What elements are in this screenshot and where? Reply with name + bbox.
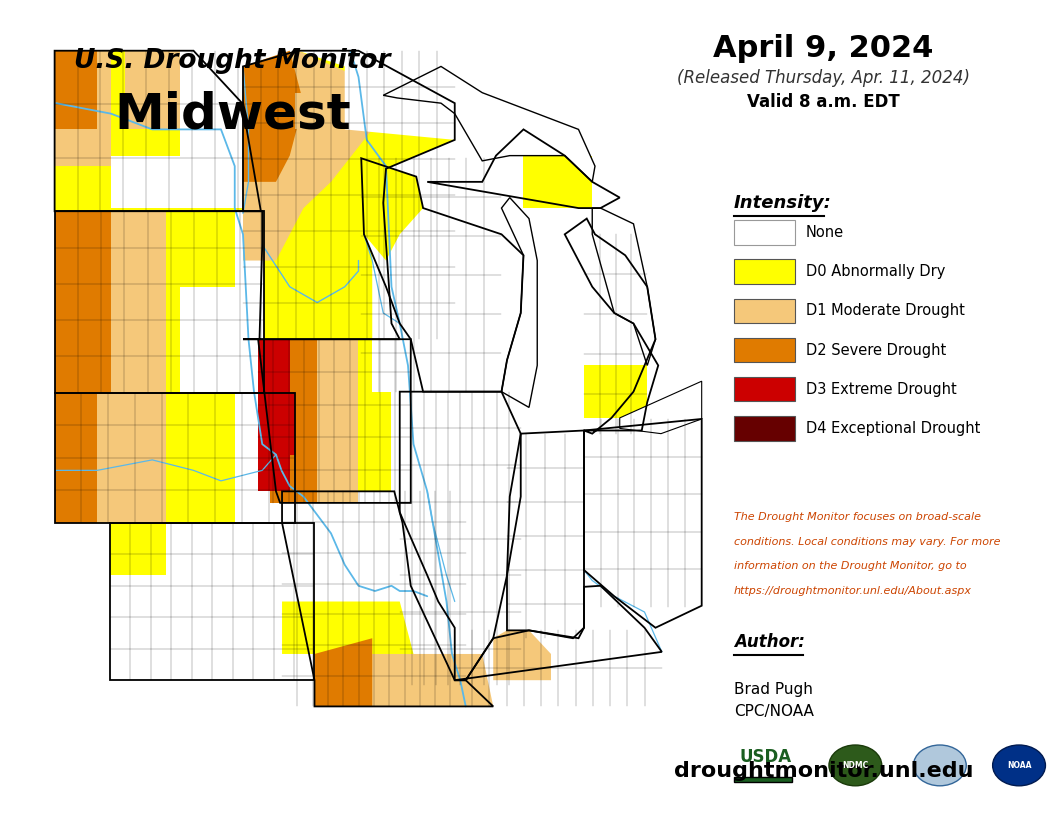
Polygon shape <box>361 158 524 392</box>
Polygon shape <box>507 431 584 638</box>
Polygon shape <box>565 219 658 433</box>
FancyBboxPatch shape <box>734 259 795 284</box>
Polygon shape <box>258 339 411 503</box>
Text: NDMC: NDMC <box>843 761 868 770</box>
FancyBboxPatch shape <box>734 416 795 441</box>
Polygon shape <box>455 586 662 681</box>
Text: Author:: Author: <box>734 633 805 651</box>
Polygon shape <box>584 419 701 628</box>
Polygon shape <box>303 339 358 503</box>
Polygon shape <box>315 638 372 707</box>
Polygon shape <box>234 211 264 313</box>
Text: Valid 8 a.m. EDT: Valid 8 a.m. EDT <box>748 93 900 111</box>
Polygon shape <box>584 419 701 628</box>
Polygon shape <box>507 431 584 638</box>
Polygon shape <box>55 392 296 523</box>
Text: NOAA: NOAA <box>1006 761 1032 770</box>
Polygon shape <box>180 286 264 392</box>
Text: The Drought Monitor focuses on broad-scale: The Drought Monitor focuses on broad-sca… <box>734 512 981 522</box>
Polygon shape <box>111 156 261 208</box>
Polygon shape <box>344 339 411 503</box>
Polygon shape <box>620 381 701 433</box>
FancyBboxPatch shape <box>734 338 795 362</box>
Text: (Released Thursday, Apr. 11, 2024): (Released Thursday, Apr. 11, 2024) <box>677 69 970 86</box>
Polygon shape <box>110 523 166 575</box>
Polygon shape <box>270 339 317 503</box>
Text: droughtmonitor.unl.edu: droughtmonitor.unl.edu <box>674 761 974 781</box>
Polygon shape <box>282 654 493 707</box>
Polygon shape <box>55 211 264 392</box>
Polygon shape <box>584 366 647 418</box>
Polygon shape <box>428 130 620 208</box>
Polygon shape <box>55 392 296 523</box>
Polygon shape <box>392 339 411 503</box>
Polygon shape <box>55 51 97 130</box>
Polygon shape <box>55 182 261 211</box>
Circle shape <box>993 745 1045 786</box>
Text: April 9, 2024: April 9, 2024 <box>714 34 934 64</box>
Polygon shape <box>276 392 296 455</box>
Polygon shape <box>344 51 455 140</box>
Polygon shape <box>243 51 455 339</box>
Polygon shape <box>428 130 620 208</box>
Polygon shape <box>110 523 315 681</box>
Text: information on the Drought Monitor, go to: information on the Drought Monitor, go t… <box>734 561 966 571</box>
FancyBboxPatch shape <box>734 299 795 323</box>
Text: USDA: USDA <box>739 748 791 766</box>
Polygon shape <box>455 630 551 681</box>
FancyBboxPatch shape <box>734 377 795 401</box>
Polygon shape <box>55 211 264 392</box>
Polygon shape <box>55 392 166 523</box>
Text: Brad Pugh: Brad Pugh <box>734 682 813 697</box>
Text: D0 Abnormally Dry: D0 Abnormally Dry <box>806 264 945 279</box>
Text: conditions. Local conditions may vary. For more: conditions. Local conditions may vary. F… <box>734 537 1000 547</box>
FancyBboxPatch shape <box>734 777 792 782</box>
Text: D1 Moderate Drought: D1 Moderate Drought <box>806 304 964 318</box>
Polygon shape <box>55 51 261 211</box>
Polygon shape <box>361 158 524 392</box>
Polygon shape <box>400 392 521 681</box>
Text: D4 Exceptional Drought: D4 Exceptional Drought <box>806 421 980 436</box>
Polygon shape <box>502 197 538 407</box>
Text: U.S. Drought Monitor: U.S. Drought Monitor <box>74 48 391 74</box>
Polygon shape <box>372 140 455 182</box>
Polygon shape <box>258 339 289 491</box>
Polygon shape <box>243 51 372 260</box>
Polygon shape <box>592 208 656 366</box>
Polygon shape <box>234 392 296 523</box>
Polygon shape <box>372 203 400 339</box>
Text: None: None <box>806 225 844 240</box>
Polygon shape <box>372 339 411 392</box>
Polygon shape <box>55 211 166 392</box>
FancyBboxPatch shape <box>734 220 795 245</box>
Polygon shape <box>282 491 493 707</box>
Text: CPC/NOAA: CPC/NOAA <box>734 704 814 719</box>
Polygon shape <box>565 219 658 433</box>
Polygon shape <box>282 601 414 654</box>
Polygon shape <box>125 51 193 130</box>
Polygon shape <box>55 51 261 211</box>
Text: Intensity:: Intensity: <box>734 194 832 212</box>
Polygon shape <box>55 392 97 523</box>
Text: https://droughtmonitor.unl.edu/About.aspx: https://droughtmonitor.unl.edu/About.asp… <box>734 586 972 596</box>
Polygon shape <box>361 158 423 260</box>
Polygon shape <box>55 51 111 166</box>
Circle shape <box>829 745 882 786</box>
Polygon shape <box>282 491 493 707</box>
Polygon shape <box>55 211 111 392</box>
Text: D3 Extreme Drought: D3 Extreme Drought <box>806 382 957 397</box>
Polygon shape <box>455 586 662 681</box>
Text: D2 Severe Drought: D2 Severe Drought <box>806 343 946 357</box>
Polygon shape <box>400 392 521 681</box>
Polygon shape <box>383 66 595 182</box>
Polygon shape <box>524 156 592 208</box>
Polygon shape <box>180 51 261 182</box>
Polygon shape <box>296 93 331 130</box>
Text: Midwest: Midwest <box>114 91 351 138</box>
Circle shape <box>913 745 966 786</box>
Polygon shape <box>243 51 303 182</box>
Polygon shape <box>243 51 455 339</box>
Polygon shape <box>258 339 411 503</box>
